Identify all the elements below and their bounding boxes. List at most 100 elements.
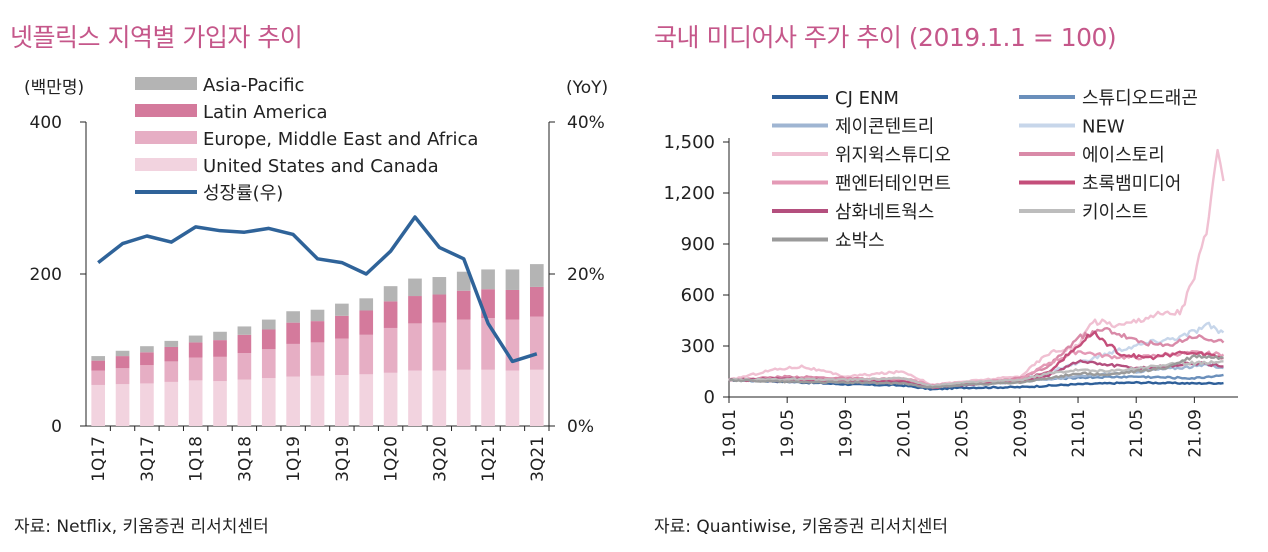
bar-segment bbox=[188, 335, 203, 343]
legend-label: 제이콘텐트리 bbox=[835, 117, 934, 138]
bar-segment bbox=[213, 331, 227, 341]
bar-segment bbox=[237, 334, 252, 354]
stock-line bbox=[728, 148, 1225, 387]
bar-segment bbox=[408, 278, 422, 297]
legend-label: 위지윅스튜디오 bbox=[835, 145, 951, 166]
bar-segment bbox=[335, 338, 349, 376]
bar-segment bbox=[432, 322, 447, 371]
x-tick-label: 1Q17 bbox=[89, 436, 109, 482]
legend-label: 스튜디오드래곤 bbox=[1082, 88, 1198, 109]
legend-label: 팬엔터테인먼트 bbox=[835, 174, 951, 195]
bar-segment bbox=[481, 369, 495, 426]
y2-tick-label: 40% bbox=[567, 113, 605, 133]
bar-segment bbox=[261, 329, 276, 350]
bar-segment bbox=[505, 269, 520, 290]
x-tick-label: 21.05 bbox=[1127, 409, 1147, 458]
y-tick-label: 0 bbox=[51, 417, 62, 437]
bar-segment bbox=[408, 323, 422, 371]
bar-segment bbox=[115, 356, 130, 369]
bar-segment bbox=[408, 296, 422, 324]
x-tick-label: 1Q20 bbox=[382, 436, 402, 482]
bar-segment bbox=[456, 290, 471, 320]
x-tick-label: 3Q18 bbox=[235, 436, 255, 482]
x-tick-label: 20.05 bbox=[953, 409, 973, 458]
bar-segment bbox=[529, 369, 544, 426]
bar-segment bbox=[91, 356, 106, 361]
x-tick-label: 19.01 bbox=[720, 409, 740, 458]
bar-segment bbox=[213, 381, 227, 426]
bar-segment bbox=[359, 374, 374, 426]
bar-segment bbox=[91, 370, 106, 385]
bar-segment bbox=[310, 342, 325, 376]
x-tick-label: 19.05 bbox=[778, 409, 798, 458]
bar-segment bbox=[359, 334, 374, 375]
bar-segment bbox=[140, 383, 154, 426]
bar-segment bbox=[335, 315, 349, 339]
bar-segment bbox=[164, 346, 179, 362]
bar-segment bbox=[286, 322, 300, 344]
bar-segment bbox=[261, 349, 276, 379]
legend-label: Europe, Middle East and Africa bbox=[203, 129, 478, 150]
growth-rate-line bbox=[97, 215, 538, 364]
bar-segment bbox=[213, 356, 227, 382]
bar-segment bbox=[310, 309, 325, 322]
bar-segment bbox=[140, 352, 154, 366]
legend-label: 키이스트 bbox=[1082, 202, 1148, 223]
x-tick-label: 21.01 bbox=[1069, 409, 1089, 458]
y2-tick-label: 0% bbox=[567, 417, 594, 437]
bar-segment bbox=[432, 277, 447, 295]
left-source-note: 자료: Netflix, 키움증권 리서치센터 bbox=[14, 517, 269, 537]
bar-segment bbox=[115, 384, 130, 426]
media-stock-chart: 0 300 600 900 1,200 1,500 19.01 19.05 19.09 20.01… bbox=[663, 88, 1238, 458]
bar-segment bbox=[505, 370, 520, 426]
bar-segment bbox=[456, 271, 471, 291]
bar-segment bbox=[237, 326, 252, 335]
right-chart-title: 국내 미디어사 주가 추이 (2019.1.1 = 100) bbox=[654, 23, 1117, 52]
x-tick-label: 3Q20 bbox=[430, 436, 450, 482]
x-tick-label: 20.09 bbox=[1011, 409, 1031, 458]
y-tick-label: 1,200 bbox=[663, 183, 715, 204]
legend-label: Asia-Pacific bbox=[203, 75, 304, 96]
legend-swatch bbox=[135, 131, 197, 144]
legend-label: 쇼박스 bbox=[835, 231, 885, 252]
legend-label: Latin America bbox=[203, 102, 328, 123]
legend-label: 에이스토리 bbox=[1082, 145, 1165, 166]
right-source-note: 자료: Quantiwise, 키움증권 리서치센터 bbox=[654, 517, 949, 537]
bar-segment bbox=[408, 370, 422, 426]
y-tick-label: 900 bbox=[681, 234, 715, 255]
legend-label: NEW bbox=[1082, 117, 1125, 138]
bar-segment bbox=[383, 372, 398, 426]
stock-line bbox=[728, 354, 1224, 389]
legend-label: 성장률(우) bbox=[203, 183, 283, 204]
legend-label: 삼화네트웍스 bbox=[835, 202, 934, 223]
legend-swatch bbox=[135, 104, 197, 117]
x-tick-label: 3Q21 bbox=[528, 436, 548, 482]
bar-segment bbox=[188, 380, 203, 426]
y2-tick-label: 20% bbox=[567, 265, 605, 285]
bar-segment bbox=[261, 319, 276, 330]
bar-segment bbox=[213, 340, 227, 357]
bar-segment bbox=[335, 303, 349, 316]
stock-line bbox=[728, 360, 1224, 388]
legend-label: United States and Canada bbox=[203, 156, 439, 177]
bar-segment bbox=[140, 346, 154, 353]
bar-segment bbox=[383, 327, 398, 373]
bar-segment bbox=[359, 310, 374, 335]
bar-segment bbox=[237, 353, 252, 380]
x-tick-label: 19.09 bbox=[836, 409, 856, 458]
bar-segment bbox=[529, 286, 544, 317]
bar-segment bbox=[529, 264, 544, 287]
y-tick-label: 400 bbox=[30, 113, 62, 133]
x-tick-label: 1Q18 bbox=[187, 436, 207, 482]
bar-segment bbox=[91, 360, 106, 371]
bar-segment bbox=[310, 321, 325, 343]
bar-segment bbox=[383, 286, 398, 302]
x-tick-label: 1Q19 bbox=[284, 436, 304, 482]
x-tick-label: 3Q17 bbox=[138, 436, 158, 482]
y2-axis-unit: (YoY) bbox=[566, 78, 608, 98]
legend-label: CJ ENM bbox=[835, 88, 899, 109]
bar-segment bbox=[456, 369, 471, 426]
bar-segment bbox=[529, 316, 544, 370]
bar-segment bbox=[286, 343, 300, 377]
bar-segment bbox=[310, 375, 325, 426]
